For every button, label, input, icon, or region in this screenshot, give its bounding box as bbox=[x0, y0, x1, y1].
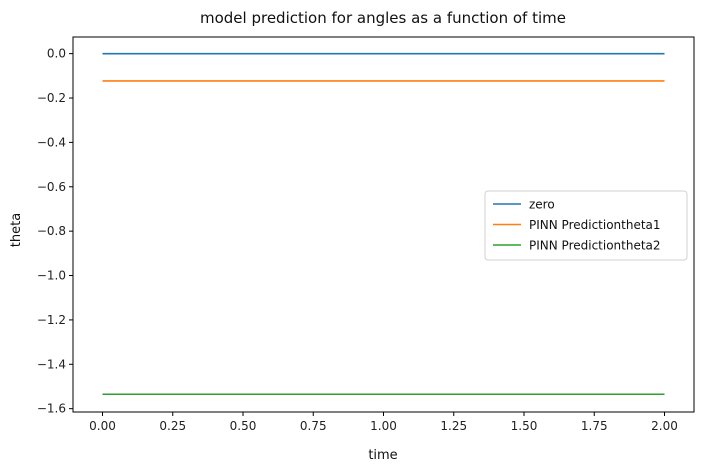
y-tick-label: −0.8 bbox=[37, 224, 66, 238]
y-tick-label: −0.6 bbox=[37, 180, 66, 194]
x-axis: 0.00 0.25 0.50 0.75 1.00 1.25 1.50 1.75 2.00 bbox=[89, 412, 678, 433]
x-tick-label: 0.00 bbox=[89, 419, 116, 433]
x-tick-label: 1.25 bbox=[440, 419, 467, 433]
y-tick-label: −0.2 bbox=[37, 91, 66, 105]
legend-label: zero bbox=[529, 198, 555, 212]
x-tick-label: 1.00 bbox=[370, 419, 397, 433]
y-tick-label: −1.6 bbox=[37, 402, 66, 416]
x-axis-label: time bbox=[368, 448, 397, 463]
x-tick-label: 0.75 bbox=[300, 419, 327, 433]
x-tick-label: 1.50 bbox=[511, 419, 538, 433]
legend-label: PINN Predictiontheta1 bbox=[529, 218, 661, 232]
x-tick-label: 0.50 bbox=[230, 419, 257, 433]
series-group bbox=[102, 52, 665, 396]
x-tick-label: 0.25 bbox=[159, 419, 186, 433]
y-axis: 0.0 −0.2 −0.4 −0.6 −0.8 −1.0 −1.2 −1.4 −1.6 bbox=[37, 47, 73, 416]
y-tick-label: 0.0 bbox=[47, 47, 66, 61]
legend-label: PINN Predictiontheta2 bbox=[529, 239, 661, 253]
y-tick-label: −1.0 bbox=[37, 269, 66, 283]
chart-title: model prediction for angles as a functio… bbox=[200, 9, 566, 27]
y-tick-label: −1.4 bbox=[37, 357, 66, 371]
y-tick-label: −1.2 bbox=[37, 313, 66, 327]
legend-frame bbox=[484, 190, 688, 261]
x-tick-label: 1.75 bbox=[581, 419, 608, 433]
y-tick-label: −0.4 bbox=[37, 135, 66, 149]
y-axis-label: theta bbox=[9, 213, 24, 247]
legend: zero PINN Predictiontheta1 PINN Prediction… bbox=[484, 190, 688, 261]
x-tick-label: 2.00 bbox=[651, 419, 678, 433]
